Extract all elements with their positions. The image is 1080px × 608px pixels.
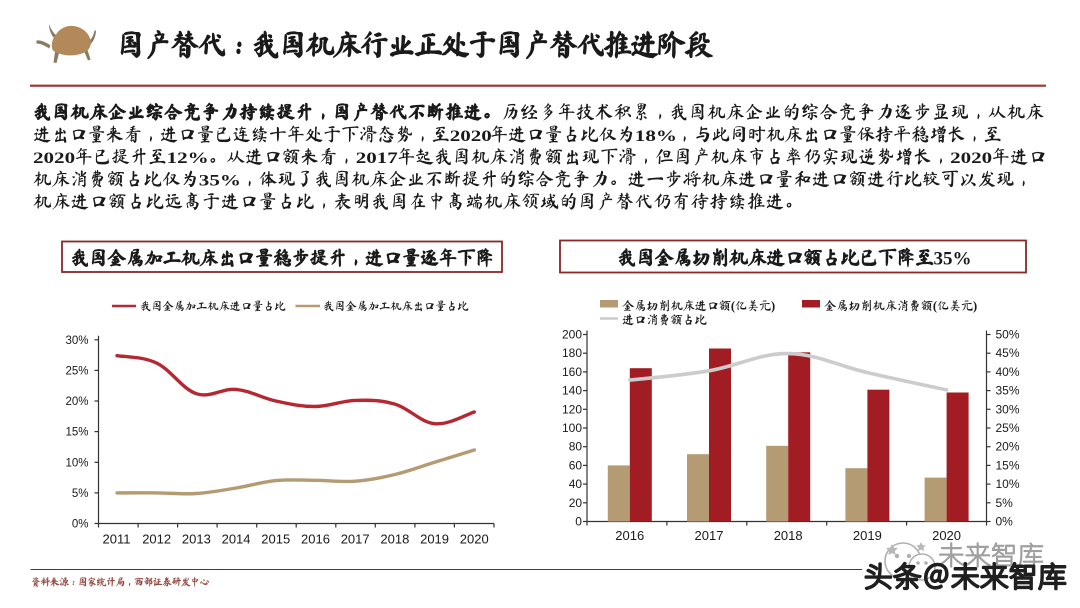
svg-text:100: 100	[562, 421, 582, 435]
svg-text:2020: 2020	[950, 149, 992, 167]
svg-text:2020: 2020	[460, 532, 489, 547]
svg-text:(: (	[933, 299, 937, 313]
svg-text:2017: 2017	[356, 149, 398, 167]
svg-text:): )	[771, 299, 775, 313]
svg-text:): )	[973, 299, 977, 313]
svg-text:2014: 2014	[222, 532, 251, 547]
svg-text:180: 180	[562, 346, 582, 360]
svg-text:35%: 35%	[996, 384, 1020, 398]
svg-text:2013: 2013	[182, 532, 211, 547]
svg-text:200: 200	[562, 328, 582, 342]
svg-text:2020: 2020	[450, 127, 492, 145]
svg-text:40: 40	[569, 477, 583, 491]
svg-text:35%: 35%	[199, 172, 241, 190]
svg-text:2017: 2017	[341, 532, 370, 547]
svg-text:50%: 50%	[996, 328, 1020, 342]
svg-text:12%: 12%	[167, 149, 209, 167]
svg-text:2016: 2016	[301, 532, 330, 547]
svg-text:2017: 2017	[695, 528, 724, 543]
svg-text:15%: 15%	[66, 427, 89, 439]
svg-text:80: 80	[569, 440, 583, 454]
svg-text:10%: 10%	[66, 457, 89, 469]
svg-text:30%: 30%	[66, 335, 89, 347]
svg-text:120: 120	[562, 402, 582, 416]
svg-text:2018: 2018	[380, 532, 409, 547]
svg-text:30%: 30%	[996, 402, 1020, 416]
svg-text:15%: 15%	[996, 458, 1020, 472]
svg-text:20%: 20%	[66, 396, 89, 408]
svg-text:2011: 2011	[103, 532, 131, 547]
svg-text:2018: 2018	[774, 528, 803, 543]
svg-text:5%: 5%	[996, 496, 1014, 510]
svg-text:(: (	[731, 299, 735, 313]
svg-text:2016: 2016	[615, 528, 644, 543]
svg-text:2012: 2012	[142, 532, 171, 547]
svg-text:18%: 18%	[635, 127, 677, 145]
svg-text:5%: 5%	[72, 488, 89, 500]
svg-text:25%: 25%	[66, 365, 89, 377]
svg-text:2020: 2020	[33, 149, 75, 167]
svg-text:2020: 2020	[932, 528, 961, 543]
svg-text:20: 20	[569, 496, 583, 510]
svg-text:40%: 40%	[996, 365, 1020, 379]
svg-text:2019: 2019	[420, 532, 449, 547]
svg-text:160: 160	[562, 365, 582, 379]
svg-text:60: 60	[569, 458, 583, 472]
svg-text:0%: 0%	[72, 519, 89, 531]
svg-text:2019: 2019	[853, 528, 882, 543]
svg-text:45%: 45%	[996, 346, 1020, 360]
svg-text:2015: 2015	[261, 532, 290, 547]
svg-text:25%: 25%	[996, 421, 1020, 435]
svg-text:140: 140	[562, 384, 582, 398]
svg-text:35%: 35%	[934, 248, 972, 269]
svg-text:10%: 10%	[996, 477, 1020, 491]
svg-text:0%: 0%	[996, 515, 1014, 529]
svg-text:20%: 20%	[996, 440, 1020, 454]
svg-text:0: 0	[575, 515, 582, 529]
